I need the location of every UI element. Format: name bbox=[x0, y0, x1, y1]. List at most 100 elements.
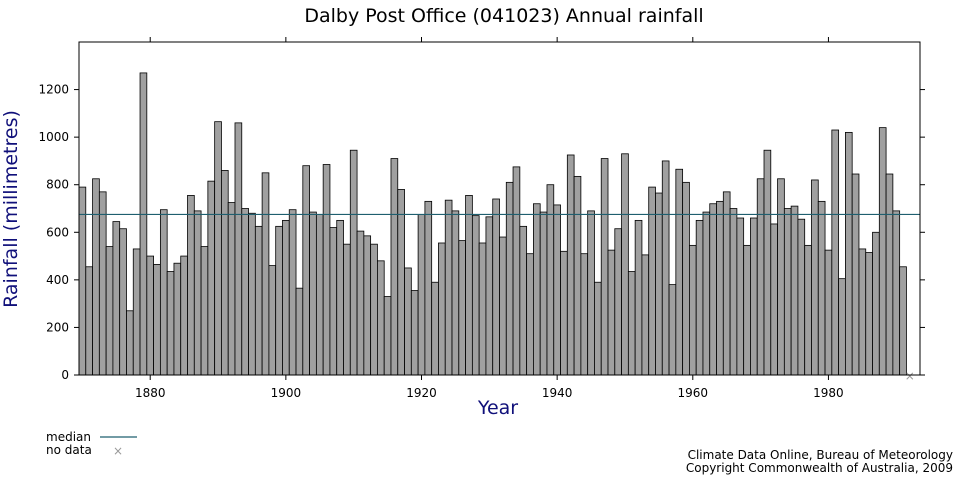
x-tick-label-1880: 1880 bbox=[135, 386, 166, 400]
bar-1978 bbox=[811, 179, 819, 376]
bar-1920 bbox=[417, 214, 426, 376]
legend: median no data × bbox=[46, 430, 137, 458]
bar-1888 bbox=[200, 246, 209, 376]
bar-1911 bbox=[356, 230, 365, 376]
bar-1886 bbox=[187, 195, 195, 376]
bar-1976 bbox=[797, 218, 806, 376]
bar-1878 bbox=[132, 248, 141, 376]
bar-1872 bbox=[92, 178, 100, 376]
plot-frame bbox=[78, 41, 921, 376]
bar-1899 bbox=[275, 225, 283, 376]
bar-1975 bbox=[790, 205, 799, 376]
chart-title: Dalby Post Office (041023) Annual rainfa… bbox=[304, 5, 703, 27]
bar-1891 bbox=[221, 170, 229, 376]
bar-1937 bbox=[533, 203, 541, 376]
bar-1940 bbox=[553, 204, 561, 376]
bar-1902 bbox=[295, 287, 304, 376]
bar-1922 bbox=[431, 281, 439, 376]
bar-1912 bbox=[363, 235, 372, 376]
x-axis-label: Year bbox=[477, 397, 518, 419]
bar-1880 bbox=[146, 255, 155, 376]
bar-1871 bbox=[85, 266, 93, 376]
bar-1894 bbox=[241, 208, 249, 376]
bar-1907 bbox=[329, 227, 338, 376]
bar-1890 bbox=[214, 121, 222, 376]
bar-1876 bbox=[119, 228, 127, 376]
bar-1926 bbox=[458, 240, 466, 376]
bar-1927 bbox=[465, 195, 473, 376]
bar-1989 bbox=[885, 173, 894, 376]
bar-1939 bbox=[546, 184, 555, 376]
x-tick-label-1960: 1960 bbox=[678, 386, 709, 400]
bar-1921 bbox=[424, 200, 433, 376]
y-tick-label-200: 200 bbox=[46, 320, 69, 334]
bar-1923 bbox=[438, 242, 446, 376]
bar-1889 bbox=[207, 180, 216, 376]
bar-1938 bbox=[539, 211, 548, 376]
bar-1881 bbox=[153, 263, 161, 376]
bar-1941 bbox=[560, 250, 568, 376]
bar-1951 bbox=[627, 271, 636, 376]
bar-1931 bbox=[492, 198, 500, 376]
legend-median-label: median bbox=[46, 430, 91, 444]
bar-1877 bbox=[126, 310, 134, 376]
bar-1943 bbox=[573, 175, 582, 376]
bar-1909 bbox=[343, 243, 351, 376]
bar-1913 bbox=[370, 243, 378, 376]
bar-1970 bbox=[756, 178, 765, 376]
bar-1933 bbox=[505, 181, 514, 376]
bar-1896 bbox=[254, 225, 263, 376]
bar-1885 bbox=[180, 255, 188, 376]
bar-1990 bbox=[892, 210, 901, 376]
bar-1882 bbox=[159, 209, 168, 376]
bar-1981 bbox=[831, 129, 840, 376]
bar-1904 bbox=[309, 211, 317, 376]
bar-1987 bbox=[872, 231, 880, 376]
bar-1918 bbox=[404, 267, 412, 376]
bar-1906 bbox=[322, 164, 331, 376]
bar-1900 bbox=[282, 219, 290, 376]
bar-1966 bbox=[729, 208, 738, 376]
bar-1955 bbox=[655, 192, 663, 376]
x-tick-label-1980: 1980 bbox=[813, 386, 844, 400]
bar-1956 bbox=[661, 160, 670, 376]
bar-1984 bbox=[851, 173, 860, 376]
y-tick-label-1000: 1000 bbox=[38, 130, 69, 144]
bar-1901 bbox=[288, 209, 297, 376]
x-tick-label-1900: 1900 bbox=[271, 386, 302, 400]
bar-1986 bbox=[865, 252, 873, 376]
bar-1934 bbox=[512, 166, 521, 376]
y-axis-label: Rainfall (millimetres) bbox=[0, 110, 22, 308]
x-tick-label-1920: 1920 bbox=[406, 386, 437, 400]
bar-1947 bbox=[600, 158, 609, 376]
bar-1945 bbox=[587, 210, 595, 376]
bar-1879 bbox=[139, 72, 148, 376]
bar-1936 bbox=[526, 253, 534, 376]
bar-1991 bbox=[899, 266, 907, 376]
bar-1988 bbox=[878, 127, 887, 376]
bar-1905 bbox=[315, 214, 324, 376]
bar-1954 bbox=[648, 186, 656, 376]
bar-1946 bbox=[594, 281, 602, 376]
bar-1897 bbox=[261, 172, 270, 376]
bar-1870 bbox=[78, 186, 87, 376]
bar-1892 bbox=[227, 202, 236, 376]
bar-1948 bbox=[607, 249, 616, 376]
bar-1935 bbox=[519, 225, 528, 376]
bar-1874 bbox=[105, 246, 114, 376]
bar-1949 bbox=[614, 228, 622, 376]
bar-1977 bbox=[804, 244, 812, 376]
no-data-marks: × bbox=[905, 369, 915, 383]
bar-1908 bbox=[336, 219, 344, 376]
credit-line-2: Copyright Commonwealth of Australia, 200… bbox=[686, 461, 953, 475]
legend-no-data-marker: × bbox=[113, 444, 123, 458]
bar-1963 bbox=[709, 203, 717, 376]
x-tick-label-1940: 1940 bbox=[542, 386, 573, 400]
bar-1958 bbox=[675, 168, 684, 376]
bar-1893 bbox=[234, 122, 243, 376]
bar-1924 bbox=[444, 199, 453, 376]
bar-1895 bbox=[248, 212, 256, 376]
y-tick-label-0: 0 bbox=[61, 368, 69, 382]
bar-1914 bbox=[377, 260, 385, 376]
bar-1942 bbox=[566, 154, 575, 376]
